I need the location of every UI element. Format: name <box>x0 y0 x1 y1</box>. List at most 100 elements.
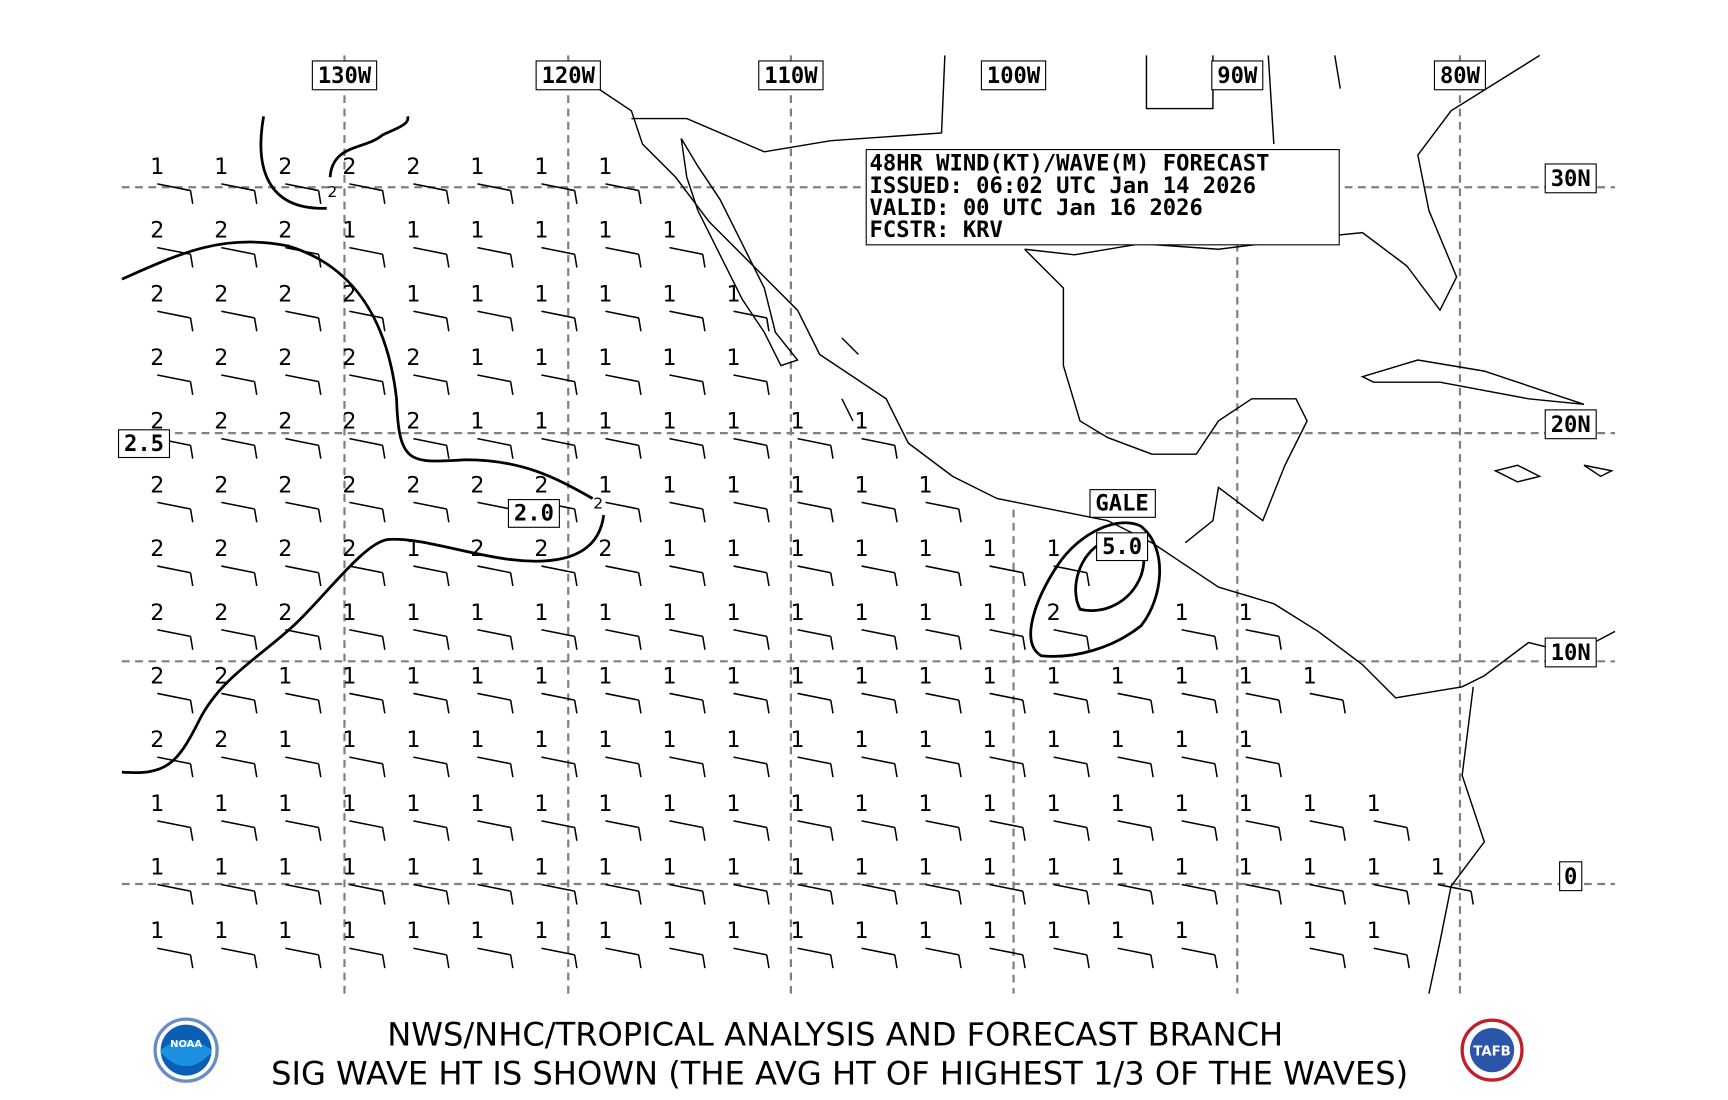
wind-barb <box>413 756 450 778</box>
wind-barb <box>669 692 706 714</box>
wave-height-value: 1 <box>726 855 740 881</box>
wind-barb <box>861 628 898 650</box>
wind-barb <box>733 628 770 650</box>
wave-height-points: 1 1 2 2 2 1 1 1 2 2 2 1 1 1 1 1 1 2 2 2 2 1 1 1 1 1 1 2 2 2 2 2 1 1 1 1 1 2 2 2… <box>150 154 1474 969</box>
info-valid: VALID: 00 UTC Jan 16 2026 <box>870 195 1203 221</box>
contour-label-5-0: 5.0 <box>1096 532 1149 562</box>
wind-barb <box>285 628 322 650</box>
wind-barb <box>477 565 514 587</box>
wind-barb <box>285 501 322 523</box>
wind-barb <box>861 947 898 969</box>
wind-barb <box>1117 883 1154 905</box>
wave-height-value: 2 <box>534 472 548 498</box>
wind-barb <box>413 246 450 268</box>
wind-barb <box>669 756 706 778</box>
wave-height-value: 1 <box>278 663 292 689</box>
longitude-labels: 130W 120W 110W 100W 90W 80W <box>311 60 1486 91</box>
wind-barb <box>733 501 770 523</box>
wind-barb <box>349 501 386 523</box>
wind-barb <box>1181 947 1218 969</box>
wave-height-value: 1 <box>342 663 356 689</box>
wind-barb <box>861 756 898 778</box>
wave-height-value: 1 <box>919 663 933 689</box>
wave-height-value: 2 <box>342 472 356 498</box>
wind-barb <box>477 820 514 841</box>
wave-height-value: 2 <box>1047 600 1061 626</box>
wave-height-value: 1 <box>534 791 548 817</box>
wave-height-value: 1 <box>406 536 420 562</box>
wind-barb <box>349 565 386 587</box>
wave-height-value: 1 <box>790 409 804 435</box>
wind-barb <box>925 820 962 841</box>
wind-barb <box>1053 947 1090 969</box>
wave-height-value: 1 <box>919 536 933 562</box>
svg-text:GALE: GALE <box>1095 491 1148 517</box>
wave-height-value: 1 <box>1175 791 1189 817</box>
wind-barb <box>349 692 386 714</box>
wind-barb <box>925 756 962 778</box>
gale-label: GALE <box>1089 489 1156 518</box>
wind-barb <box>669 820 706 841</box>
wind-barb <box>477 501 514 523</box>
wave-height-value: 1 <box>1175 855 1189 881</box>
wind-barb <box>349 947 386 969</box>
svg-text:80W: 80W <box>1440 63 1481 89</box>
wave-height-value: 1 <box>278 791 292 817</box>
wind-barb <box>221 374 258 396</box>
wave-height-value: 1 <box>919 727 933 753</box>
wind-barb <box>477 310 514 332</box>
wave-height-value: 1 <box>342 727 356 753</box>
wave-height-value: 1 <box>214 154 228 180</box>
wind-barb <box>541 437 578 459</box>
wind-barb <box>1181 820 1218 841</box>
wave-height-value: 1 <box>1111 855 1125 881</box>
wave-height-value: 2 <box>214 600 228 626</box>
wind-barb <box>733 374 770 396</box>
wind-barb <box>477 883 514 905</box>
wave-height-value: 1 <box>534 600 548 626</box>
wave-height-value: 1 <box>1367 855 1381 881</box>
wave-height-value: 1 <box>1303 855 1317 881</box>
wave-height-value: 1 <box>534 154 548 180</box>
wave-height-value: 2 <box>406 154 420 180</box>
wind-barb <box>669 883 706 905</box>
wind-barb <box>989 628 1026 650</box>
wind-barb <box>541 565 578 587</box>
wind-barb <box>797 565 834 587</box>
wind-barb <box>285 947 322 969</box>
wave-height-value: 2 <box>150 663 164 689</box>
wind-barb <box>669 246 706 268</box>
wave-height-value: 2 <box>214 536 228 562</box>
wave-height-value: 1 <box>1239 855 1253 881</box>
wind-barb <box>285 820 322 841</box>
wind-barb <box>1053 883 1090 905</box>
wind-barb <box>797 947 834 969</box>
lon-label-130w: 130W <box>311 60 378 91</box>
wind-barb <box>477 947 514 969</box>
wind-barb <box>221 947 258 969</box>
wind-barb <box>861 501 898 523</box>
wave-height-value: 1 <box>790 791 804 817</box>
wave-height-value: 1 <box>919 472 933 498</box>
wave-height-value: 1 <box>1175 600 1189 626</box>
wave-height-value: 1 <box>534 663 548 689</box>
wind-barb <box>221 501 258 523</box>
wind-barb <box>861 820 898 841</box>
wave-height-value: 1 <box>406 855 420 881</box>
wind-barb <box>157 246 194 268</box>
wind-barb <box>605 437 642 459</box>
wind-barb <box>413 820 450 841</box>
wind-barb <box>221 883 258 905</box>
wave-height-value: 2 <box>406 472 420 498</box>
forecast-info-box: 48HR WIND(KT)/WAVE(M) FORECAST ISSUED: 0… <box>865 149 1340 246</box>
wind-barb <box>1181 756 1218 778</box>
wind-barb <box>285 756 322 778</box>
wave-height-value: 1 <box>1111 663 1125 689</box>
wave-height-value: 2 <box>214 409 228 435</box>
wind-barb <box>1373 947 1410 969</box>
wind-barb <box>541 947 578 969</box>
wave-height-value: 2 <box>214 345 228 371</box>
svg-text:TAFB: TAFB <box>1473 1045 1511 1060</box>
wave-height-value: 1 <box>406 727 420 753</box>
